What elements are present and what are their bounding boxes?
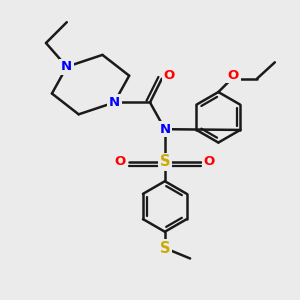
Text: N: N: [159, 123, 170, 136]
Text: N: N: [109, 96, 120, 109]
Text: O: O: [204, 155, 215, 168]
Text: O: O: [164, 69, 175, 82]
Text: N: N: [61, 60, 72, 73]
Text: S: S: [160, 241, 170, 256]
Text: O: O: [228, 69, 239, 82]
Text: S: S: [160, 154, 170, 169]
Text: O: O: [115, 155, 126, 168]
